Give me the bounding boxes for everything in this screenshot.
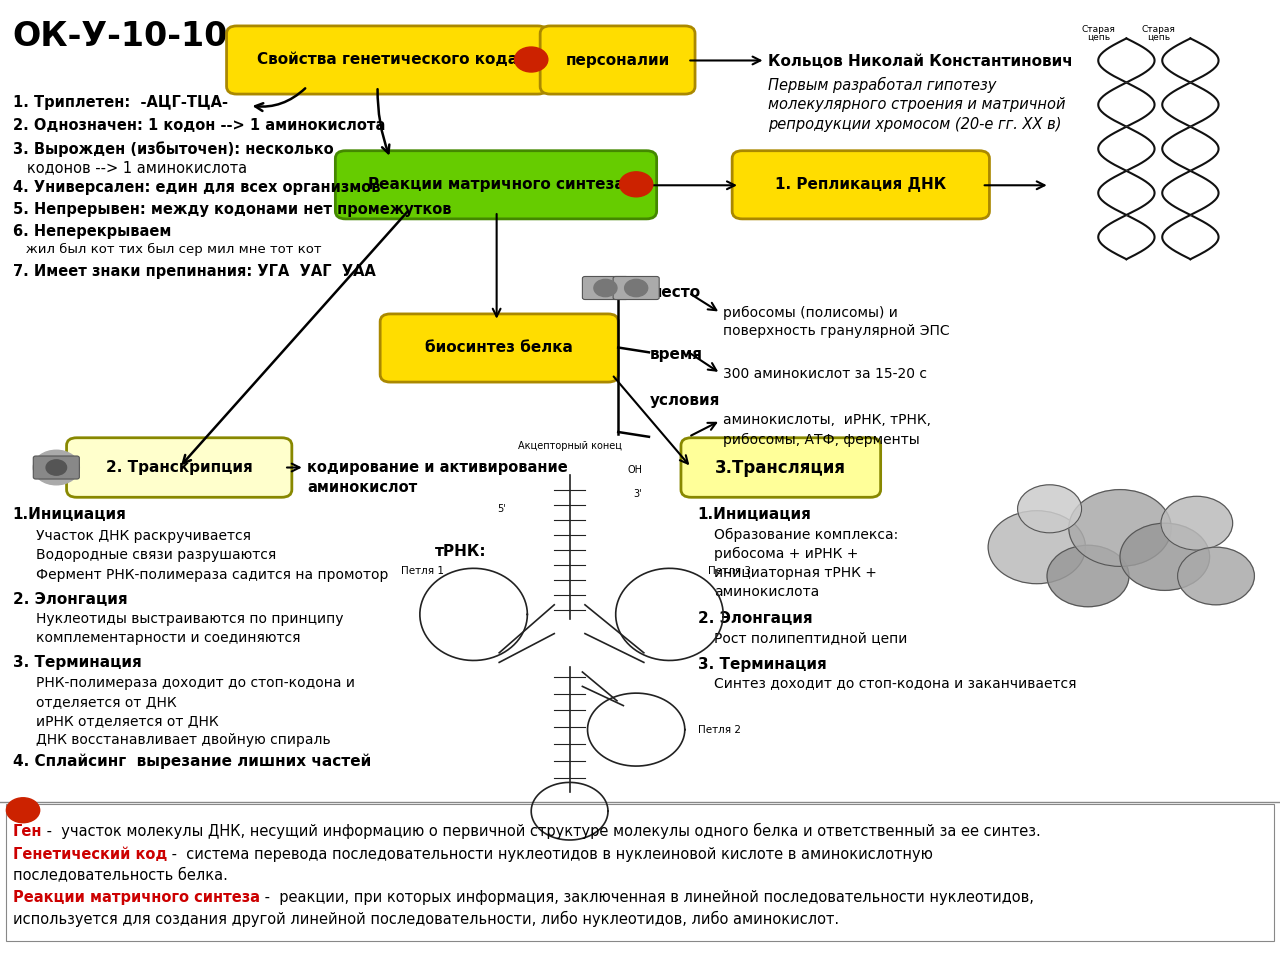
- Circle shape: [1069, 490, 1171, 566]
- Circle shape: [625, 279, 648, 297]
- Text: Синтез доходит до стоп-кодона и заканчивается: Синтез доходит до стоп-кодона и заканчив…: [714, 677, 1076, 690]
- Text: цепь: цепь: [1087, 33, 1110, 41]
- FancyBboxPatch shape: [732, 151, 989, 219]
- Text: 3.Трансляция: 3.Трансляция: [716, 459, 846, 476]
- FancyBboxPatch shape: [540, 26, 695, 94]
- Text: ОН: ОН: [627, 466, 643, 475]
- Text: Образование комплекса:: Образование комплекса:: [714, 528, 899, 541]
- Text: Рост полипептидной цепи: Рост полипептидной цепи: [714, 632, 908, 645]
- Text: персоналии: персоналии: [566, 53, 669, 67]
- Text: Кольцов Николай Константинович: Кольцов Николай Константинович: [768, 54, 1073, 69]
- Circle shape: [1178, 547, 1254, 605]
- Text: Нуклеотиды выстраиваются по принципу: Нуклеотиды выстраиваются по принципу: [36, 612, 343, 626]
- Circle shape: [33, 450, 79, 485]
- Text: Фермент РНК-полимераза садится на промотор: Фермент РНК-полимераза садится на промот…: [36, 568, 388, 582]
- Text: 3. Терминация: 3. Терминация: [13, 655, 142, 670]
- Text: 4. Сплайсинг  вырезание лишних частей: 4. Сплайсинг вырезание лишних частей: [13, 754, 371, 769]
- Text: 6. Неперекрываем: 6. Неперекрываем: [13, 224, 172, 239]
- Text: Реакции матричного синтеза: Реакции матричного синтеза: [13, 890, 260, 905]
- Text: рибосома + иРНК +: рибосома + иРНК +: [714, 547, 859, 561]
- FancyBboxPatch shape: [582, 276, 628, 300]
- Circle shape: [46, 460, 67, 475]
- FancyBboxPatch shape: [33, 456, 79, 479]
- Text: биосинтез белка: биосинтез белка: [425, 341, 573, 355]
- FancyBboxPatch shape: [380, 314, 618, 382]
- Circle shape: [515, 47, 548, 72]
- Text: 3': 3': [634, 490, 643, 499]
- Text: рибосомы (полисомы) и: рибосомы (полисомы) и: [723, 306, 899, 320]
- Circle shape: [620, 172, 653, 197]
- Text: используется для создания другой линейной последовательности, либо нуклеотидов, : используется для создания другой линейно…: [13, 911, 838, 926]
- FancyBboxPatch shape: [681, 438, 881, 497]
- Text: кодонов --> 1 аминокислота: кодонов --> 1 аминокислота: [13, 160, 247, 176]
- Text: Старая: Старая: [1142, 25, 1175, 34]
- Text: комплементарности и соединяются: комплементарности и соединяются: [36, 632, 301, 645]
- Text: условия: условия: [650, 393, 721, 408]
- Text: тРНК:: тРНК:: [435, 544, 486, 560]
- FancyBboxPatch shape: [6, 804, 1274, 941]
- Text: -  участок молекулы ДНК, несущий информацию о первичной структуре молекулы одног: - участок молекулы ДНК, несущий информац…: [42, 824, 1041, 839]
- Circle shape: [988, 511, 1085, 584]
- Text: Петля 3: Петля 3: [708, 566, 751, 576]
- Text: 1. Репликация ДНК: 1. Репликация ДНК: [776, 178, 946, 192]
- Text: жил был кот тих был сер мил мне тот кот: жил был кот тих был сер мил мне тот кот: [13, 243, 321, 256]
- Text: 300 аминокислот за 15-20 с: 300 аминокислот за 15-20 с: [723, 368, 927, 381]
- Text: Реакции матричного синтеза: Реакции матричного синтеза: [367, 178, 625, 192]
- Text: ОК-У-10-10: ОК-У-10-10: [13, 20, 228, 53]
- Text: Антикодон: Антикодон: [540, 850, 599, 859]
- Text: 1.Инициация: 1.Инициация: [698, 507, 812, 522]
- Text: 5. Непрерывен: между кодонами нет промежутков: 5. Непрерывен: между кодонами нет промеж…: [13, 202, 452, 217]
- FancyBboxPatch shape: [227, 26, 548, 94]
- Circle shape: [6, 798, 40, 823]
- Text: 2. Элонгация: 2. Элонгация: [698, 611, 813, 626]
- Text: инициаторная тРНК +: инициаторная тРНК +: [714, 566, 877, 580]
- Text: 3. Терминация: 3. Терминация: [698, 657, 827, 672]
- Text: кодирование и активирование: кодирование и активирование: [307, 460, 568, 475]
- Text: 5': 5': [497, 504, 506, 514]
- Text: 2. Транскрипция: 2. Транскрипция: [106, 460, 252, 475]
- Text: Акцепторный конец: Акцепторный конец: [517, 442, 622, 451]
- Text: 2. Однозначен: 1 кодон --> 1 аминокислота: 2. Однозначен: 1 кодон --> 1 аминокислот…: [13, 118, 385, 133]
- Text: Участок ДНК раскручивается: Участок ДНК раскручивается: [36, 529, 251, 542]
- Text: -  реакции, при которых информация, заключенная в линейной последовательности ну: - реакции, при которых информация, заклю…: [260, 890, 1034, 905]
- Text: 1. Триплетен:  -АЦГ-ТЦА-: 1. Триплетен: -АЦГ-ТЦА-: [13, 95, 228, 110]
- Text: 7. Имеет знаки препинания: УГА  УАГ  УАА: 7. Имеет знаки препинания: УГА УАГ УАА: [13, 264, 375, 279]
- Text: последовательность белка.: последовательность белка.: [13, 867, 228, 882]
- Text: рибосомы, АТФ, ферменты: рибосомы, АТФ, ферменты: [723, 433, 920, 446]
- Text: аминокислоты,  иРНК, тРНК,: аминокислоты, иРНК, тРНК,: [723, 414, 932, 427]
- FancyBboxPatch shape: [67, 438, 292, 497]
- Text: 2. Элонгация: 2. Элонгация: [13, 591, 128, 607]
- Text: 3. Вырожден (избыточен): несколько: 3. Вырожден (избыточен): несколько: [13, 141, 333, 156]
- Circle shape: [1161, 496, 1233, 550]
- Text: Генетический код: Генетический код: [13, 847, 168, 862]
- Text: репродукции хромосом (20-е гг. XX в): репродукции хромосом (20-е гг. XX в): [768, 117, 1061, 132]
- Circle shape: [594, 279, 617, 297]
- FancyBboxPatch shape: [335, 151, 657, 219]
- Text: Свойства генетического кода: Свойства генетического кода: [256, 53, 518, 67]
- Text: Первым разработал гипотезу: Первым разработал гипотезу: [768, 77, 996, 92]
- Text: цепь: цепь: [1147, 33, 1170, 41]
- Text: РНК-полимераза доходит до стоп-кодона и: РНК-полимераза доходит до стоп-кодона и: [36, 676, 355, 689]
- Text: аминокислот: аминокислот: [307, 480, 417, 495]
- Text: место: место: [650, 285, 701, 300]
- Text: молекулярного строения и матричной: молекулярного строения и матричной: [768, 97, 1065, 112]
- Text: отделяется от ДНК: отделяется от ДНК: [36, 695, 177, 708]
- Text: Петля 1: Петля 1: [401, 566, 444, 576]
- Circle shape: [1047, 545, 1129, 607]
- Text: 1.Инициация: 1.Инициация: [13, 507, 127, 522]
- Circle shape: [1120, 523, 1210, 590]
- FancyBboxPatch shape: [613, 276, 659, 300]
- Text: ДНК восстанавливает двойную спираль: ДНК восстанавливает двойную спираль: [36, 733, 330, 747]
- Text: аминокислота: аминокислота: [714, 586, 819, 599]
- Text: Петля 2: Петля 2: [698, 725, 741, 734]
- Text: 4. Универсален: един для всех организмов: 4. Универсален: един для всех организмов: [13, 180, 380, 195]
- Text: Старая: Старая: [1082, 25, 1115, 34]
- Text: Ген: Ген: [13, 824, 42, 839]
- Text: иРНК отделяется от ДНК: иРНК отделяется от ДНК: [36, 714, 219, 728]
- Text: время: время: [650, 347, 703, 362]
- Text: -  система перевода последовательности нуклеотидов в нуклеиновой кислоте в амино: - система перевода последовательности ну…: [168, 847, 933, 862]
- Text: Водородные связи разрушаются: Водородные связи разрушаются: [36, 548, 276, 562]
- Circle shape: [1018, 485, 1082, 533]
- Text: поверхность гранулярной ЭПС: поверхность гранулярной ЭПС: [723, 324, 950, 338]
